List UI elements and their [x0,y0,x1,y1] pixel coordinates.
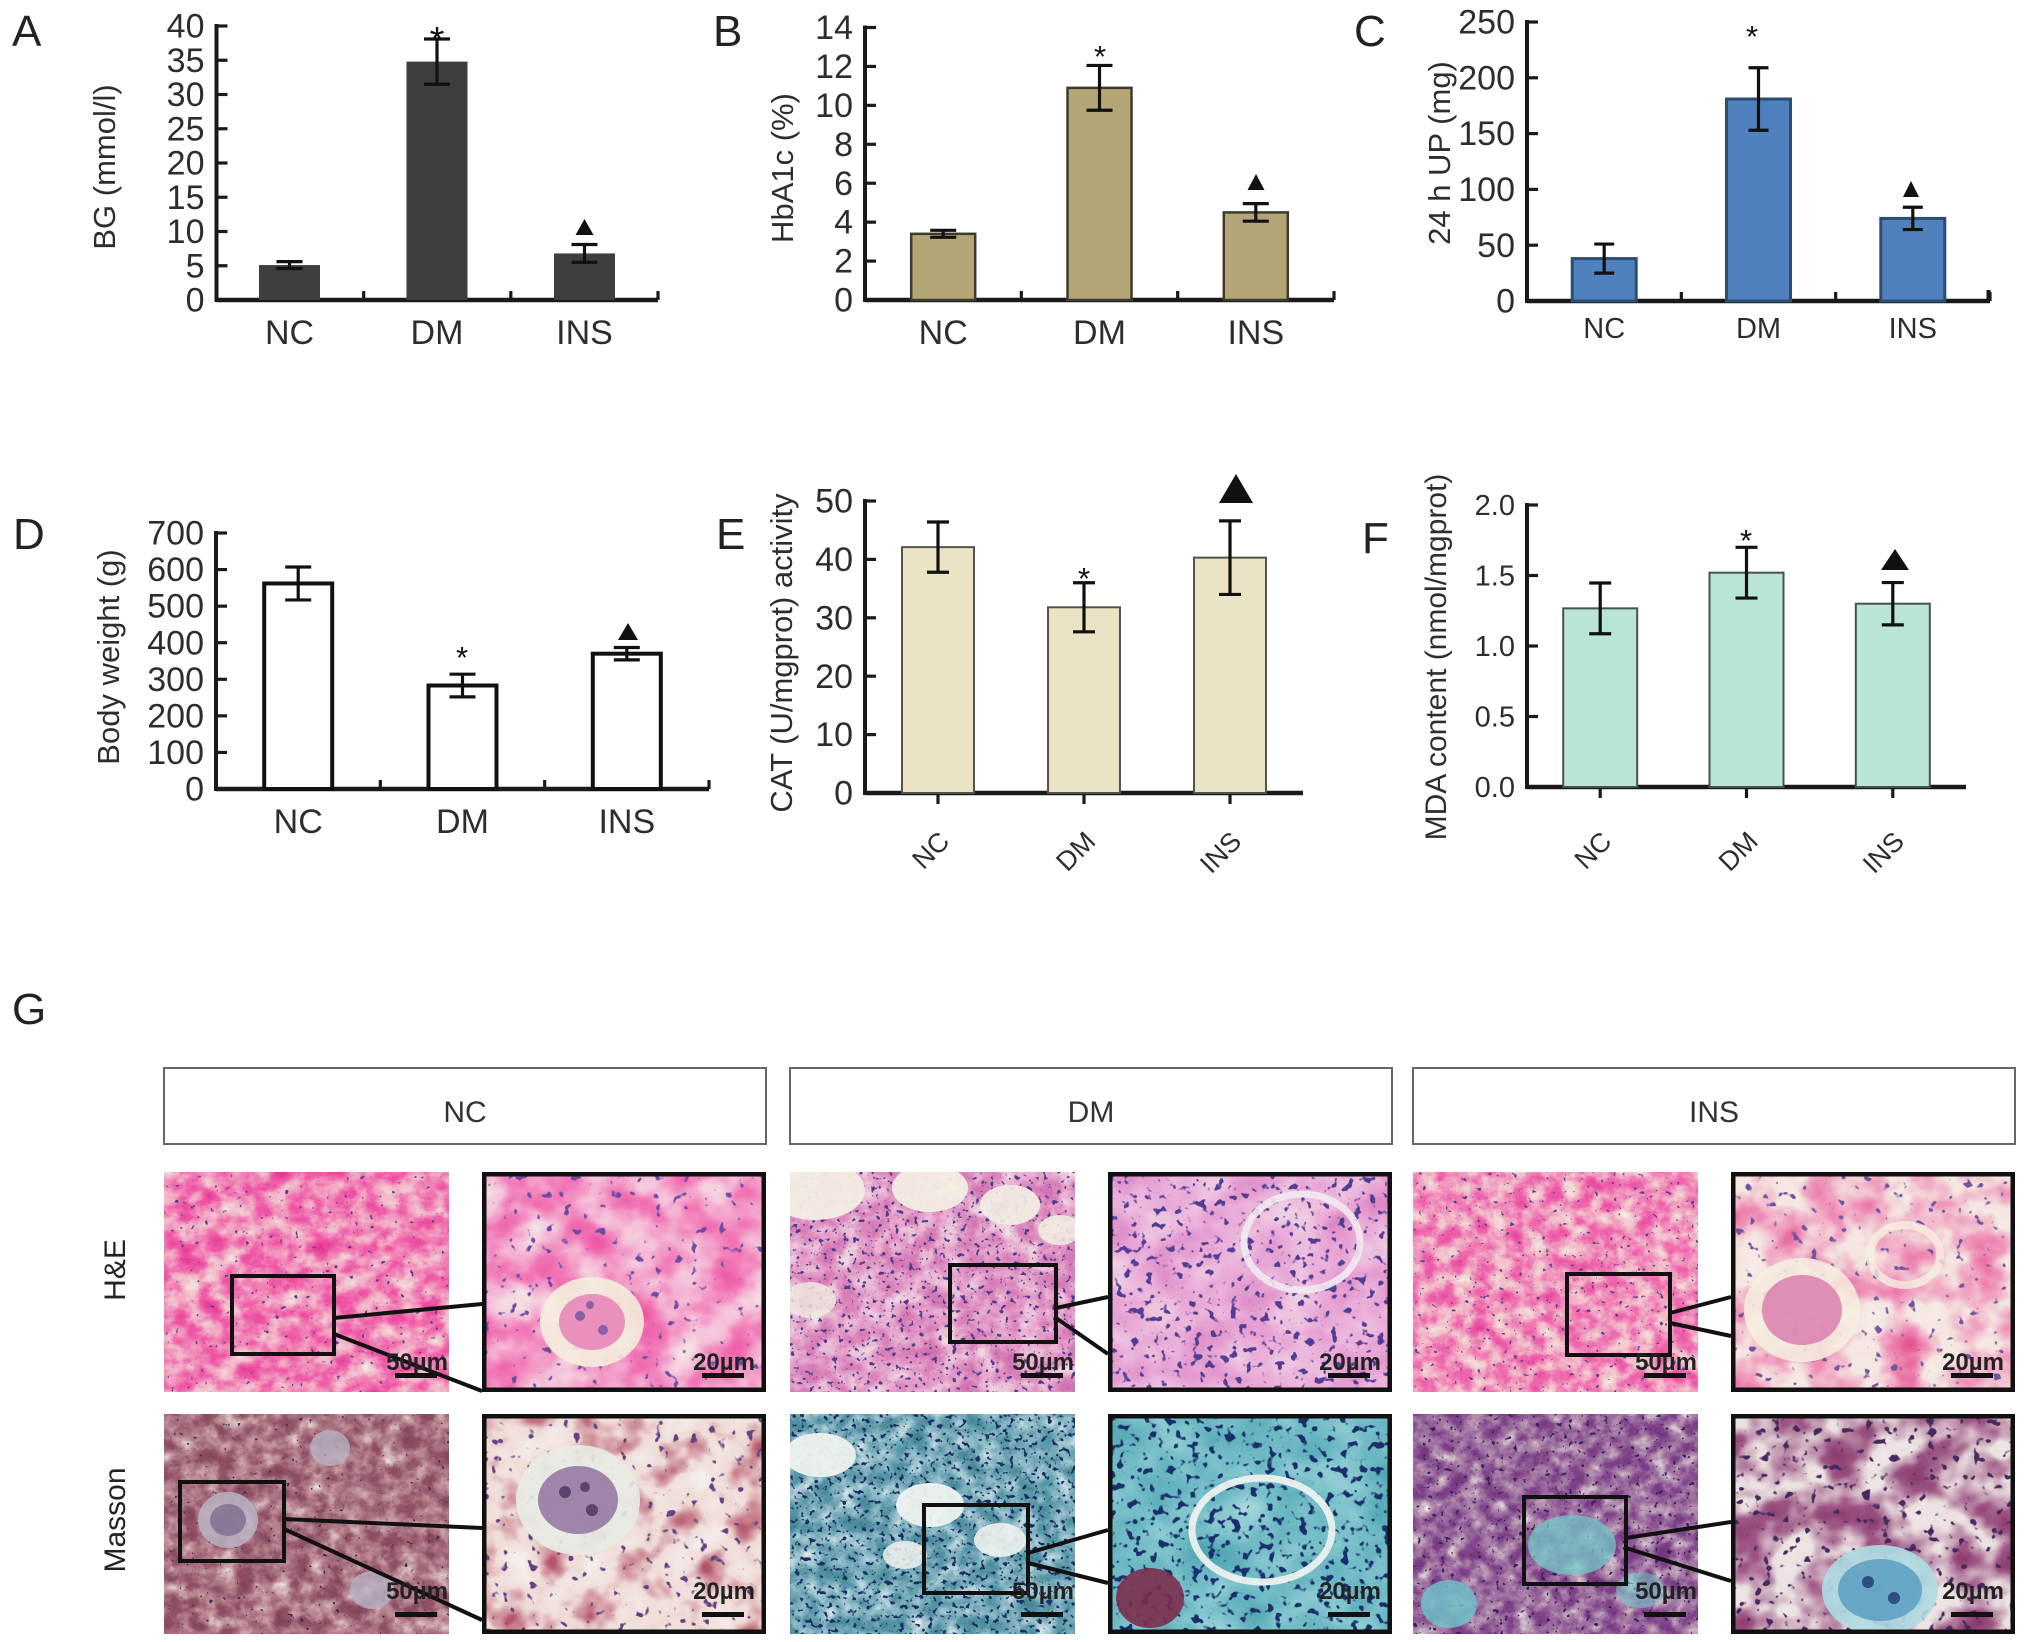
svg-text:INS: INS [1889,313,1937,345]
svg-text:8: 8 [834,126,853,164]
svg-text:*: * [1094,39,1106,74]
svg-text:700: 700 [147,515,204,553]
svg-text:200: 200 [147,697,204,735]
svg-text:H&E: H&E [99,1239,132,1301]
svg-text:20µm: 20µm [1942,1578,2004,1605]
svg-text:0: 0 [834,775,853,813]
svg-text:400: 400 [147,624,204,662]
svg-text:20µm: 20µm [1319,1578,1381,1605]
svg-text:C: C [1354,7,1386,56]
svg-text:100: 100 [147,734,204,772]
svg-text:50µm: 50µm [1635,1349,1697,1376]
svg-text:30: 30 [167,76,205,114]
svg-text:Body weight (g): Body weight (g) [91,549,126,764]
svg-text:50µm: 50µm [1012,1349,1074,1376]
svg-text:1.5: 1.5 [1475,560,1515,592]
svg-text:*: * [1078,561,1090,596]
svg-text:50: 50 [815,483,853,521]
svg-text:50µm: 50µm [1012,1578,1074,1605]
svg-text:20µm: 20µm [1319,1349,1381,1376]
svg-text:50µm: 50µm [386,1349,448,1376]
svg-text:NC: NC [443,1096,486,1129]
svg-text:100: 100 [1458,171,1515,209]
svg-text:12: 12 [815,48,853,86]
svg-text:MDA content (nmol/mgprot): MDA content (nmol/mgprot) [1420,474,1453,841]
svg-text:*: * [1746,19,1758,54]
svg-text:0.0: 0.0 [1475,772,1515,804]
svg-text:20: 20 [815,658,853,696]
svg-text:NC: NC [274,803,323,841]
svg-text:D: D [13,510,45,559]
svg-text:500: 500 [147,588,204,626]
svg-text:35: 35 [167,42,205,80]
svg-text:5: 5 [186,247,205,285]
svg-text:HbA1c (%): HbA1c (%) [765,93,800,243]
svg-text:2.0: 2.0 [1475,490,1515,522]
svg-text:25: 25 [167,110,205,148]
svg-text:10: 10 [815,716,853,754]
svg-text:150: 150 [1458,115,1515,153]
svg-text:DM: DM [436,803,489,841]
svg-text:Masson: Masson [99,1467,132,1572]
svg-text:NC: NC [1583,313,1625,345]
svg-text:300: 300 [147,661,204,699]
svg-text:*: * [430,20,445,62]
svg-text:DM: DM [1736,313,1781,345]
svg-text:10: 10 [815,87,853,125]
svg-text:INS: INS [598,803,655,841]
svg-text:200: 200 [1458,59,1515,97]
svg-text:0: 0 [1496,283,1515,321]
svg-text:600: 600 [147,551,204,589]
svg-text:15: 15 [167,179,205,217]
svg-text:14: 14 [815,9,853,47]
svg-text:6: 6 [834,165,853,203]
svg-text:NC: NC [265,314,314,352]
svg-text:30: 30 [815,599,853,637]
svg-text:BG (mmol/l): BG (mmol/l) [87,84,122,249]
svg-text:24 h UP (mg): 24 h UP (mg) [1422,61,1457,245]
svg-text:CAT (U/mgprot) activity: CAT (U/mgprot) activity [764,493,799,813]
svg-text:G: G [12,985,46,1034]
svg-text:0: 0 [185,771,204,809]
svg-text:INS: INS [556,314,613,352]
svg-text:DM: DM [411,314,464,352]
svg-text:20: 20 [167,145,205,183]
svg-text:A: A [12,7,42,56]
svg-text:0: 0 [186,282,205,320]
svg-text:INS: INS [1227,314,1284,352]
svg-text:1.0: 1.0 [1475,631,1515,663]
svg-text:E: E [716,510,745,559]
svg-text:250: 250 [1458,4,1515,42]
svg-text:10: 10 [167,213,205,251]
svg-text:*: * [456,640,468,675]
svg-text:50µm: 50µm [1635,1578,1697,1605]
svg-text:0.5: 0.5 [1475,701,1515,733]
svg-text:DM: DM [1068,1096,1115,1129]
svg-text:INS: INS [1689,1096,1739,1129]
svg-text:DM: DM [1073,314,1126,352]
svg-text:*: * [1740,523,1752,558]
svg-text:50µm: 50µm [386,1578,448,1605]
svg-text:F: F [1362,514,1389,563]
svg-text:NC: NC [919,314,968,352]
svg-text:50: 50 [1477,227,1515,265]
svg-text:20µm: 20µm [693,1578,755,1605]
svg-text:20µm: 20µm [693,1349,755,1376]
svg-text:2: 2 [834,243,853,281]
svg-text:0: 0 [834,282,853,320]
svg-text:40: 40 [167,8,205,46]
svg-text:40: 40 [815,541,853,579]
svg-text:B: B [713,7,742,56]
svg-text:20µm: 20µm [1942,1349,2004,1376]
svg-text:4: 4 [834,204,853,242]
